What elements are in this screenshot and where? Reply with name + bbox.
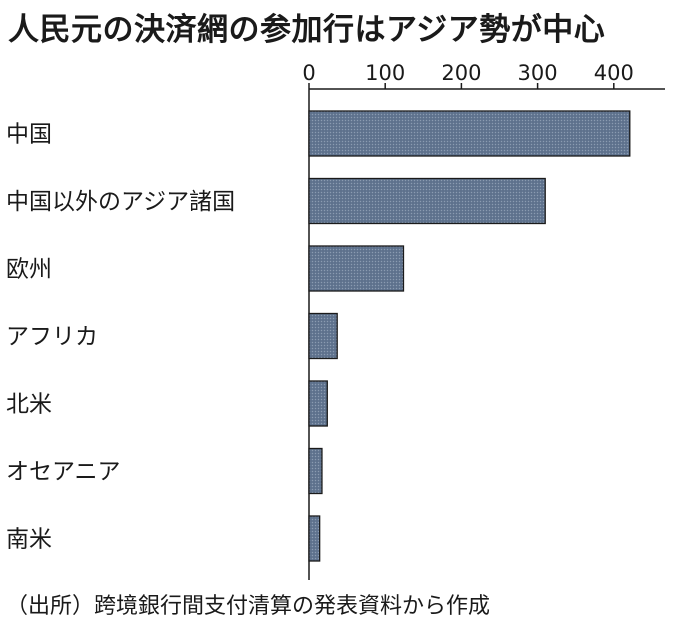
category-label: 北米 [6, 392, 52, 418]
category-label: アフリカ [6, 324, 98, 350]
category-label: 南米 [6, 527, 52, 553]
x-tick-label: 0 [302, 61, 315, 85]
bars [308, 110, 631, 562]
source-note: （出所）跨境銀行間支付清算の発表資料から作成 [6, 594, 491, 619]
chart-title: 人民元の決済網の参加行はアジア勢が中心 [8, 12, 606, 48]
category-label: オセアニア [6, 459, 121, 485]
x-tick-label: 100 [365, 61, 405, 85]
category-label: 中国以外のアジア諸国 [6, 189, 235, 215]
bar-2 [308, 245, 405, 292]
x-tick-label: 200 [441, 61, 481, 85]
bar-4 [308, 380, 328, 427]
bar-3 [308, 312, 338, 360]
x-tick-label: 400 [594, 61, 634, 85]
bar-1 [308, 177, 546, 225]
bar-6 [308, 515, 321, 562]
category-label: 欧州 [6, 257, 52, 283]
bar-0 [308, 110, 631, 157]
bar-5 [308, 447, 323, 495]
x-tick-label: 300 [518, 61, 558, 85]
category-label: 中国 [6, 122, 52, 148]
